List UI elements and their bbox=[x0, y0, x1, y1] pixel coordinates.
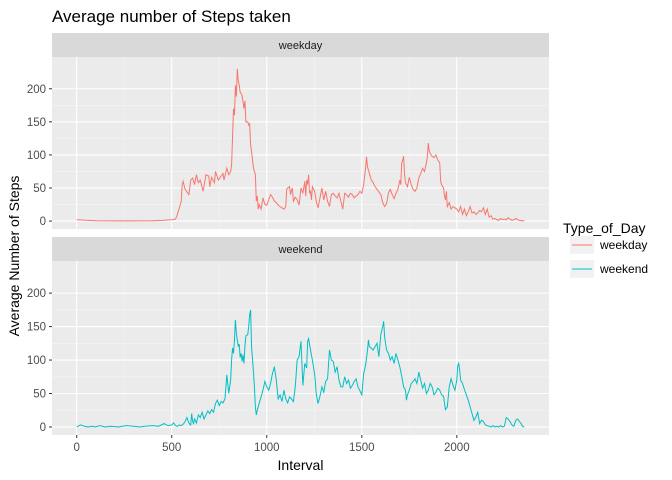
x-tick-label: 1000 bbox=[254, 442, 280, 454]
x-tick-label: 0 bbox=[74, 442, 80, 454]
y-tick-label: 0 bbox=[40, 216, 46, 228]
x-tick-label: 2000 bbox=[444, 442, 470, 454]
chart-title: Average number of Steps taken bbox=[52, 7, 291, 26]
y-tick-label: 100 bbox=[27, 355, 46, 367]
y-tick-label: 0 bbox=[40, 422, 46, 434]
strip-weekend bbox=[52, 237, 549, 261]
y-tick-label: 50 bbox=[33, 389, 46, 401]
panel-weekday bbox=[52, 57, 549, 229]
y-tick-label: 150 bbox=[27, 117, 46, 129]
strip-weekday bbox=[52, 33, 549, 57]
series-line-weekday bbox=[76, 68, 525, 222]
y-axis-title: Average Number of Steps bbox=[6, 176, 22, 337]
gridlines-weekend bbox=[52, 261, 549, 435]
facet-weekend: weekend 0 50 100 150 200 bbox=[27, 237, 549, 435]
y-tick-label: 200 bbox=[27, 84, 46, 96]
y-ticks-weekend: 0 50 100 150 200 bbox=[27, 288, 52, 434]
x-axis-title: Interval bbox=[278, 457, 324, 473]
y-ticks-weekday: 0 50 100 150 200 bbox=[27, 84, 52, 228]
strip-label-weekend: weekend bbox=[277, 244, 322, 256]
y-tick-label: 50 bbox=[33, 183, 46, 195]
y-tick-label: 200 bbox=[27, 288, 46, 300]
x-tick-label: 1500 bbox=[349, 442, 375, 454]
legend-title: Type_of_Day bbox=[563, 220, 646, 236]
x-tick-label: 500 bbox=[162, 442, 181, 454]
y-tick-label: 150 bbox=[27, 322, 46, 334]
legend-label-weekend: weekend bbox=[599, 262, 648, 276]
series-line-weekend bbox=[76, 309, 525, 428]
facet-weekday: weekday 0 50 100 150 200 bbox=[27, 33, 549, 229]
strip-label-weekday: weekday bbox=[278, 40, 323, 52]
legend-label-weekday: weekday bbox=[599, 238, 647, 252]
legend: Type_of_Day weekday weekend bbox=[563, 220, 648, 278]
x-ticks: 0 500 1000 1500 2000 bbox=[74, 435, 470, 454]
y-tick-label: 100 bbox=[27, 150, 46, 162]
